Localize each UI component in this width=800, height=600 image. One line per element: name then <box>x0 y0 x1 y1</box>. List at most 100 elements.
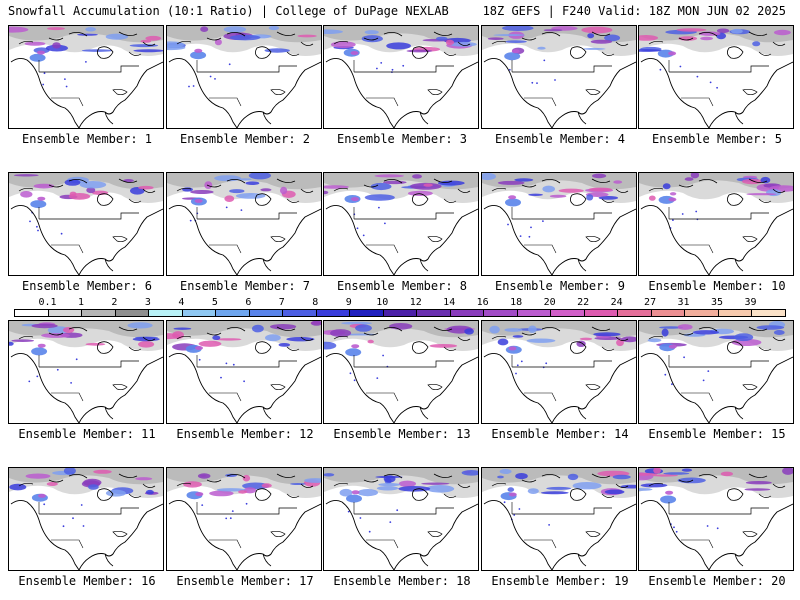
legend-swatch <box>618 310 652 316</box>
ensemble-panel: Ensemble Member: 14 <box>481 320 637 445</box>
legend-swatch <box>651 310 686 316</box>
snowfall-map <box>166 320 322 424</box>
legend-swatch <box>283 310 317 316</box>
ensemble-panel: Ensemble Member: 15 <box>638 320 794 445</box>
model-run-info: 18Z GEFS | F240 Valid: 18Z MON JUN 02 20… <box>482 4 786 18</box>
ensemble-panel: Ensemble Member: 3 <box>323 25 479 150</box>
legend-tick-label: 20 <box>543 297 556 308</box>
snowfall-map <box>323 320 479 424</box>
ensemble-member-label: Ensemble Member: 16 <box>18 574 156 588</box>
ensemble-panel: Ensemble Member: 18 <box>323 467 479 592</box>
ensemble-panel: Ensemble Member: 19 <box>481 467 637 592</box>
legend-tick-label: 0.1 <box>38 297 57 308</box>
ensemble-panel: Ensemble Member: 9 <box>481 172 637 297</box>
legend-swatch <box>551 310 585 316</box>
legend-tick-label: 9 <box>345 297 352 308</box>
ensemble-member-label: Ensemble Member: 1 <box>21 132 153 146</box>
ensemble-member-label: Ensemble Member: 20 <box>648 574 786 588</box>
legend-swatch <box>249 310 284 316</box>
ensemble-panel: Ensemble Member: 16 <box>8 467 164 592</box>
ensemble-member-label: Ensemble Member: 15 <box>648 427 786 441</box>
snowfall-map <box>323 25 479 129</box>
legend-tick-label: 35 <box>711 297 724 308</box>
snowfall-map <box>166 467 322 571</box>
legend-swatch <box>685 310 719 316</box>
snowfall-map <box>638 25 794 129</box>
legend-swatch <box>316 310 351 316</box>
snowfall-map <box>166 25 322 129</box>
legend-tick-label: 6 <box>245 297 252 308</box>
legend-tick-label: 24 <box>610 297 623 308</box>
legend-swatch <box>216 310 250 316</box>
legend-tick-label: 7 <box>278 297 285 308</box>
legend-swatch <box>115 310 150 316</box>
snowfall-map <box>323 172 479 276</box>
legend-swatch <box>417 310 451 316</box>
snowfall-map <box>8 467 164 571</box>
legend-swatch <box>149 310 183 316</box>
color-legend: 0.1 1 2 3 4 5 6 7 8 9 10 12 14 16 18 20 22 24 27 31 35 39 <box>14 297 786 318</box>
ensemble-member-label: Ensemble Member: 2 <box>179 132 311 146</box>
ensemble-member-label: Ensemble Member: 10 <box>648 279 786 293</box>
ensemble-panel: Ensemble Member: 7 <box>166 172 322 297</box>
legend-swatch <box>517 310 552 316</box>
legend-swatch <box>584 310 619 316</box>
legend-color-bar <box>14 309 786 317</box>
ensemble-member-label: Ensemble Member: 8 <box>336 279 468 293</box>
legend-tick-label: 16 <box>476 297 489 308</box>
snowfall-map <box>323 467 479 571</box>
ensemble-panel: Ensemble Member: 11 <box>8 320 164 445</box>
ensemble-member-label: Ensemble Member: 18 <box>333 574 471 588</box>
snowfall-map <box>481 25 637 129</box>
ensemble-member-label: Ensemble Member: 5 <box>651 132 783 146</box>
snowfall-map <box>638 467 794 571</box>
ensemble-panel: Ensemble Member: 17 <box>166 467 322 592</box>
legend-swatch <box>718 310 753 316</box>
legend-tick-label: 4 <box>178 297 185 308</box>
ensemble-panel: Ensemble Member: 10 <box>638 172 794 297</box>
legend-tick-label: 22 <box>577 297 590 308</box>
legend-tick-label: 14 <box>443 297 456 308</box>
ensemble-member-label: Ensemble Member: 9 <box>494 279 626 293</box>
ensemble-member-label: Ensemble Member: 6 <box>21 279 153 293</box>
ensemble-panel: Ensemble Member: 13 <box>323 320 479 445</box>
legend-swatch <box>383 310 418 316</box>
legend-tick-label: 1 <box>77 297 84 308</box>
ensemble-panel: Ensemble Member: 20 <box>638 467 794 592</box>
ensemble-member-label: Ensemble Member: 13 <box>333 427 471 441</box>
legend-tick-label: 18 <box>510 297 523 308</box>
snowfall-map <box>481 467 637 571</box>
ensemble-panel: Ensemble Member: 5 <box>638 25 794 150</box>
snowfall-map <box>8 172 164 276</box>
legend-swatch <box>15 310 49 316</box>
legend-swatch <box>450 310 485 316</box>
ensemble-panel: Ensemble Member: 8 <box>323 172 479 297</box>
ensemble-member-label: Ensemble Member: 3 <box>336 132 468 146</box>
ensemble-member-label: Ensemble Member: 12 <box>176 427 314 441</box>
ensemble-panel: Ensemble Member: 2 <box>166 25 322 150</box>
snowfall-map <box>8 320 164 424</box>
snowfall-map <box>166 172 322 276</box>
legend-tick-label: 10 <box>376 297 389 308</box>
legend-swatch <box>48 310 83 316</box>
snowfall-map <box>638 320 794 424</box>
legend-tick-label: 3 <box>144 297 151 308</box>
legend-tick-label: 39 <box>744 297 757 308</box>
ensemble-member-label: Ensemble Member: 17 <box>176 574 314 588</box>
ensemble-member-label: Ensemble Member: 14 <box>491 427 629 441</box>
ensemble-panel: Ensemble Member: 1 <box>8 25 164 150</box>
ensemble-member-label: Ensemble Member: 4 <box>494 132 626 146</box>
snowfall-map <box>481 172 637 276</box>
legend-tick-label: 12 <box>409 297 422 308</box>
ensemble-member-label: Ensemble Member: 7 <box>179 279 311 293</box>
legend-swatch <box>82 310 116 316</box>
header: Snowfall Accumulation (10:1 Ratio) | Col… <box>0 0 800 22</box>
legend-swatch <box>752 310 785 316</box>
legend-swatch <box>350 310 384 316</box>
ensemble-panel: Ensemble Member: 4 <box>481 25 637 150</box>
snowfall-map <box>638 172 794 276</box>
legend-swatch <box>182 310 217 316</box>
legend-tick-label: 8 <box>312 297 319 308</box>
legend-tick-label: 31 <box>677 297 690 308</box>
legend-tick-label: 5 <box>211 297 218 308</box>
